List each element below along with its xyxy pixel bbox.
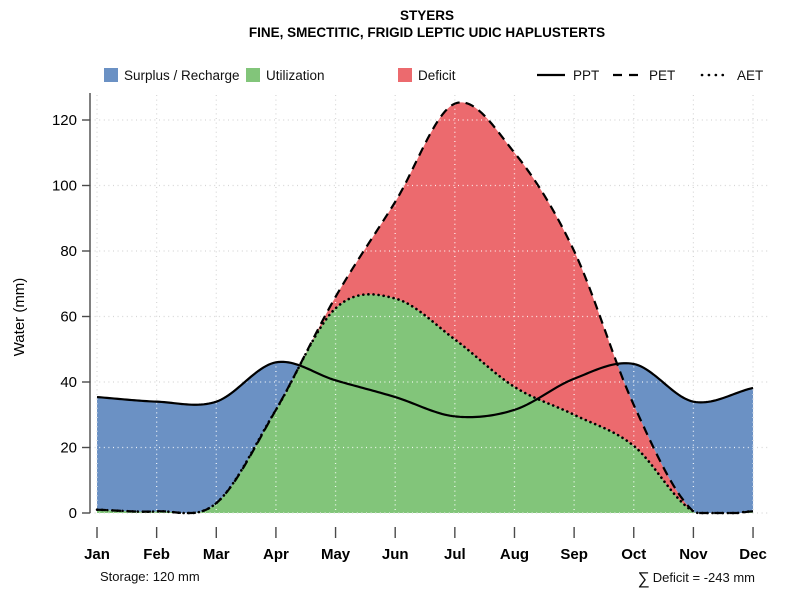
legend-item-surplus: Surplus / Recharge	[104, 67, 240, 83]
aet-label: AET	[737, 67, 764, 83]
svg-text:Apr: Apr	[263, 546, 289, 563]
deficit-annotation: ∑ Deficit = -243 mm	[638, 569, 755, 589]
legend-item-pet: PET	[612, 67, 675, 83]
ppt-label: PPT	[573, 67, 600, 83]
chart-subtitle: FINE, SMECTITIC, FRIGID LEPTIC UDIC HAPL…	[248, 25, 606, 40]
deficit-swatch	[398, 68, 412, 82]
svg-text:Mar: Mar	[203, 546, 230, 563]
surplus-area	[97, 102, 754, 513]
legend-item-aet: AET	[700, 67, 763, 83]
svg-text:100: 100	[52, 178, 77, 195]
y-axis-title: Water (mm)	[11, 278, 28, 357]
svg-text:Feb: Feb	[143, 546, 170, 563]
svg-text:120: 120	[52, 112, 77, 129]
surplus-label: Surplus / Recharge	[124, 67, 240, 83]
storage-annotation: Storage: 120 mm	[100, 569, 200, 584]
chart-title: STYERS	[399, 8, 455, 23]
pet-line	[96, 101, 754, 515]
svg-text:60: 60	[60, 309, 77, 326]
utilization-area	[97, 294, 754, 513]
month-labels: Jan Feb Mar Apr May Jun Jul Aug Sep Oct Nov Dec	[84, 546, 767, 563]
svg-text:May: May	[321, 546, 351, 563]
deficit-sum-label: Deficit = -243 mm	[652, 570, 755, 585]
deficit-area	[97, 102, 754, 513]
deficit-label: Deficit	[418, 67, 456, 83]
axes	[82, 93, 754, 538]
legend-item-deficit: Deficit	[398, 67, 456, 83]
pet-label: PET	[649, 67, 676, 83]
ppt-line	[96, 360, 754, 419]
aet-line-sample	[700, 73, 730, 77]
svg-text:0: 0	[69, 505, 77, 522]
svg-text:Sep: Sep	[560, 546, 588, 563]
ppt-line-sample	[537, 73, 565, 77]
utilization-swatch	[246, 68, 260, 82]
utilization-label: Utilization	[266, 67, 325, 83]
svg-text:20: 20	[60, 440, 77, 457]
surplus-swatch	[104, 68, 118, 82]
svg-text:80: 80	[60, 243, 77, 260]
aet-line	[95, 293, 755, 515]
legend-item-utilization: Utilization	[246, 67, 325, 83]
sigma-icon: ∑	[637, 569, 650, 588]
svg-text:40: 40	[60, 374, 77, 391]
pet-line-sample	[613, 73, 641, 77]
svg-text:Nov: Nov	[679, 546, 708, 563]
svg-text:Dec: Dec	[739, 546, 767, 563]
svg-text:Jul: Jul	[444, 546, 466, 563]
legend-item-ppt: PPT	[536, 67, 599, 83]
svg-text:Jun: Jun	[382, 546, 409, 563]
svg-text:Oct: Oct	[621, 546, 646, 563]
svg-text:Aug: Aug	[500, 546, 529, 563]
y-tick-labels: 0 20 40 60 80 100 120	[52, 112, 77, 522]
svg-text:Jan: Jan	[84, 546, 110, 563]
